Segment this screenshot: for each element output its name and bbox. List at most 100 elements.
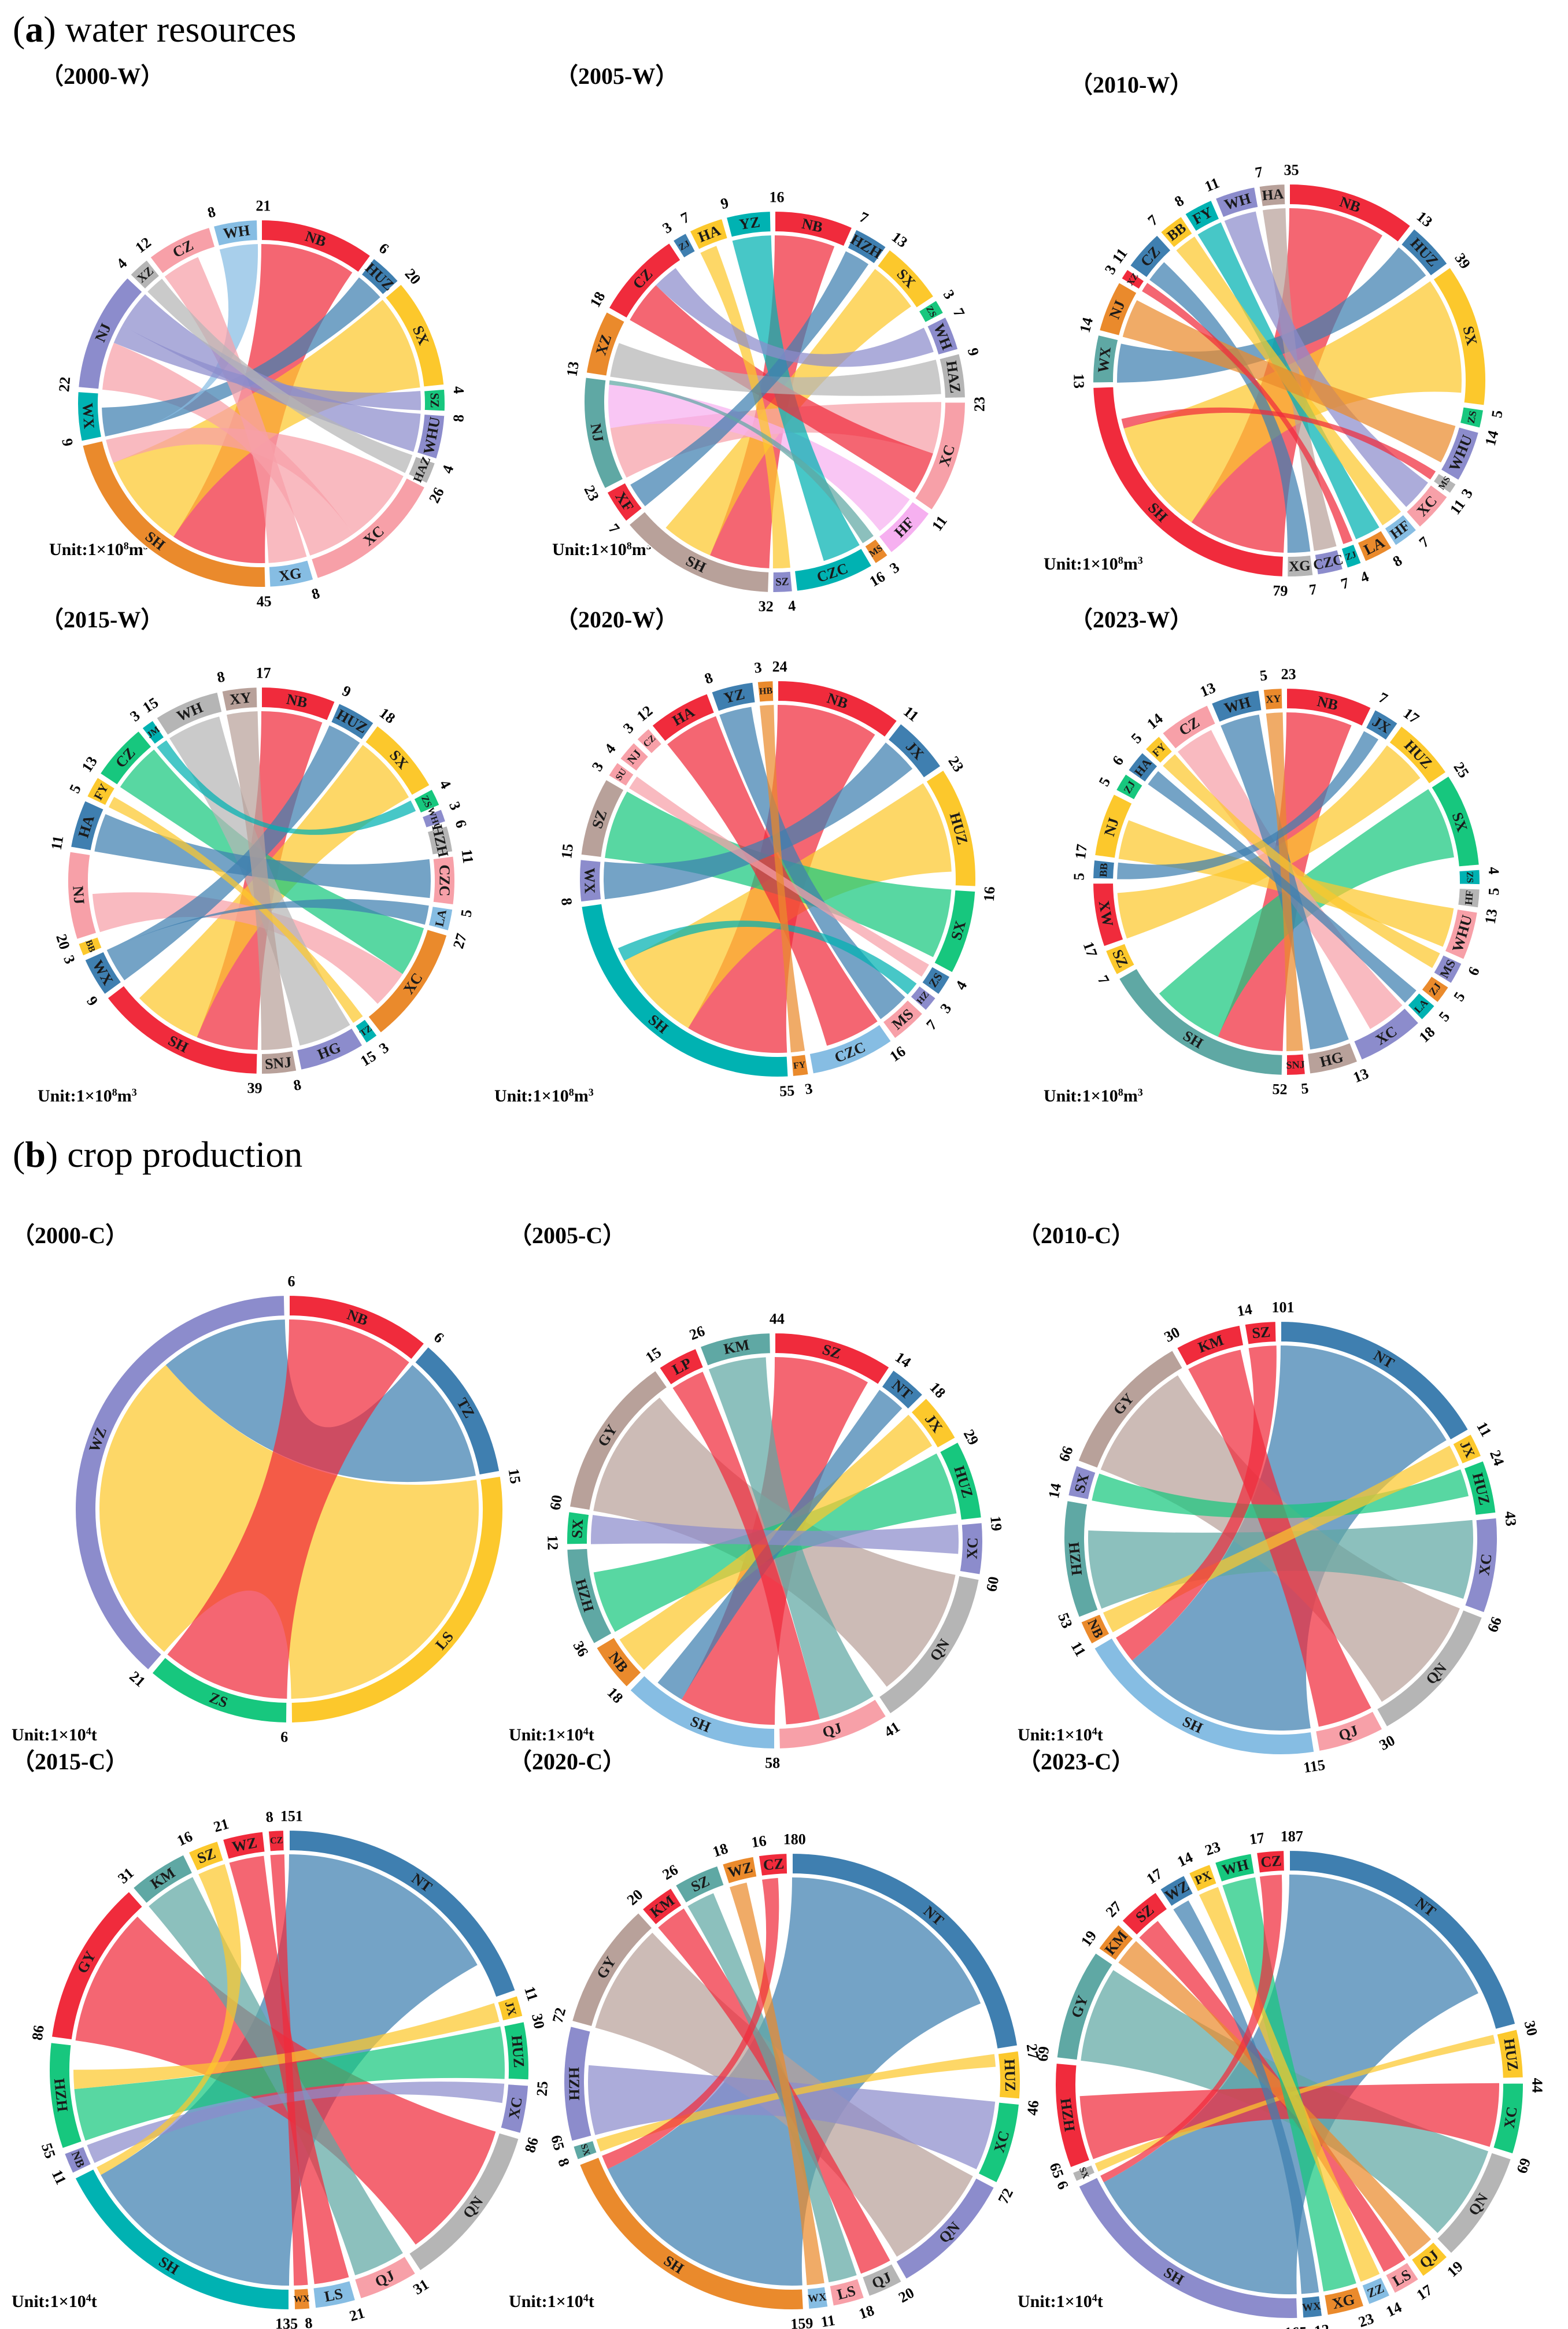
panel-title: （2015-C） <box>12 1748 128 1775</box>
panel-title: （2010-C） <box>1018 1222 1134 1248</box>
value-label-SZ: 4 <box>787 597 797 615</box>
arc-label-BB: BB <box>83 938 97 953</box>
chord-HA-CZC <box>94 814 431 899</box>
arc-SH <box>578 2156 804 2310</box>
arc-GY <box>568 1369 668 1511</box>
value-label-XG: 7 <box>1308 581 1318 598</box>
panel-unit: Unit:1×108m3 <box>1044 1086 1143 1106</box>
chord-HAZ-XZ <box>610 343 941 396</box>
arc-SZ <box>772 570 793 593</box>
chord-NB-ZS <box>167 1319 409 1699</box>
arc-SZ <box>774 1332 890 1386</box>
value-label-CZC: 7 <box>1339 574 1351 592</box>
arc-WZ <box>75 1295 286 1671</box>
arc-HF <box>1457 888 1481 909</box>
arc-NB <box>1079 1613 1111 1646</box>
value-label-ZS: 4 <box>436 777 454 792</box>
panel-title: （2020-W） <box>555 607 678 633</box>
value-label-QJ: 20 <box>896 2284 917 2306</box>
value-label-HZH: 65 <box>548 2134 568 2153</box>
value-label-NJ: 17 <box>1072 843 1090 860</box>
arc-CZ <box>1129 234 1172 279</box>
value-label-CZ: 14 <box>1144 710 1166 733</box>
arc-JX <box>910 1397 957 1450</box>
arc-HA <box>69 800 105 852</box>
chord-TZ-WZ <box>165 1319 476 1483</box>
arc-NB <box>777 679 898 738</box>
value-label-CZC: 16 <box>867 568 888 590</box>
section-letter-b: b <box>25 1134 46 1175</box>
arc-BB <box>77 936 103 957</box>
value-label-KM: 30 <box>1162 1324 1183 1345</box>
value-label-XC: 19 <box>987 1515 1005 1532</box>
chord-XC-SX <box>591 1515 959 1554</box>
arc-SZ <box>674 1865 725 1904</box>
arc-WX <box>806 2286 829 2310</box>
value-label-LS: 17 <box>1414 2282 1436 2304</box>
arc-CZ <box>1255 1850 1285 1874</box>
arc-WHU <box>1440 426 1480 482</box>
arc-HUZ <box>503 2021 530 2081</box>
arc-HB <box>756 680 775 703</box>
value-label-SNJ: 8 <box>292 1076 302 1094</box>
arc-HUZ <box>330 702 375 741</box>
value-label-SX: 13 <box>889 228 911 251</box>
arc-XF <box>606 482 644 523</box>
arc-label-WH: WH <box>222 221 251 242</box>
value-label-QN: 66 <box>1484 1614 1506 1635</box>
arc-NT <box>289 1829 516 1998</box>
arc-SH <box>628 1674 775 1750</box>
chord-panel-6: （2023-W）Unit:1×108m3NB23JX7HUZ17SX25ZS4H… <box>1044 607 1502 1106</box>
arc-SU <box>607 761 635 788</box>
value-label-SX: 12 <box>544 1535 561 1551</box>
chord-FY-MS <box>1163 754 1440 968</box>
chord-WH-CZ <box>656 268 934 367</box>
value-label-KM: 19 <box>1078 1928 1100 1950</box>
arc-label-XC: XC <box>964 1537 981 1560</box>
value-label-XZ: 4 <box>113 255 131 272</box>
value-label-CZ: 16 <box>750 1832 768 1851</box>
value-label-NJ: 4 <box>601 741 619 757</box>
arc-HAZ <box>938 353 966 399</box>
value-label-CZC: 11 <box>458 848 477 864</box>
value-label-NB: 24 <box>772 659 787 675</box>
value-label-HUZ: 23 <box>945 753 967 775</box>
arc-HF <box>878 500 930 554</box>
value-label-NB: 35 <box>1284 162 1299 179</box>
arc-label-XC: XC <box>1475 1553 1495 1577</box>
value-label-NT: 180 <box>783 1831 806 1848</box>
value-label-XC: 27 <box>450 931 470 951</box>
value-label-WX: 9 <box>58 437 76 448</box>
chord-panel-1: （2000-W）Unit:1×108m3NB21HUZ6SX20SZ4WHU8H… <box>40 63 467 610</box>
arc-GY <box>571 1912 653 2028</box>
arc-label-HUZ: HUZ <box>1001 2058 1019 2091</box>
value-label-HUZ: 6 <box>376 239 392 257</box>
arc-SH <box>106 984 258 1075</box>
arc-label-HF: HF <box>1463 890 1475 905</box>
arc-TZ <box>413 1345 501 1476</box>
arc-JX <box>497 1995 524 2022</box>
arc-LS <box>312 2279 357 2309</box>
value-label-WX: 11 <box>820 2312 837 2329</box>
arc-WH <box>1214 1853 1256 1883</box>
value-label-MS: 3 <box>1458 486 1476 501</box>
arc-NJ <box>1093 793 1133 859</box>
chord-links <box>1117 712 1454 1051</box>
chord-JX-WX <box>603 742 913 900</box>
arc-CZC <box>1314 549 1344 576</box>
arc-HA <box>689 217 729 251</box>
arc-PX <box>1188 1863 1218 1893</box>
value-label-JX: 11 <box>1473 1419 1495 1439</box>
value-label-HZH: 65 <box>1046 2160 1067 2180</box>
arc-label-BB: BB <box>1097 863 1110 877</box>
value-label-SU: 3 <box>589 759 607 774</box>
arc-BB <box>1092 859 1116 880</box>
panel-title: （2023-W） <box>1070 607 1193 633</box>
value-label-WH: 11 <box>1202 174 1222 195</box>
value-label-WH: 15 <box>140 694 162 716</box>
arc-KM <box>132 1854 194 1905</box>
value-label-QN: 69 <box>1513 2156 1534 2176</box>
value-label-HA: 7 <box>1254 163 1264 181</box>
panel-unit: Unit:1×108m3 <box>38 1086 137 1106</box>
chord-links <box>92 711 431 1050</box>
